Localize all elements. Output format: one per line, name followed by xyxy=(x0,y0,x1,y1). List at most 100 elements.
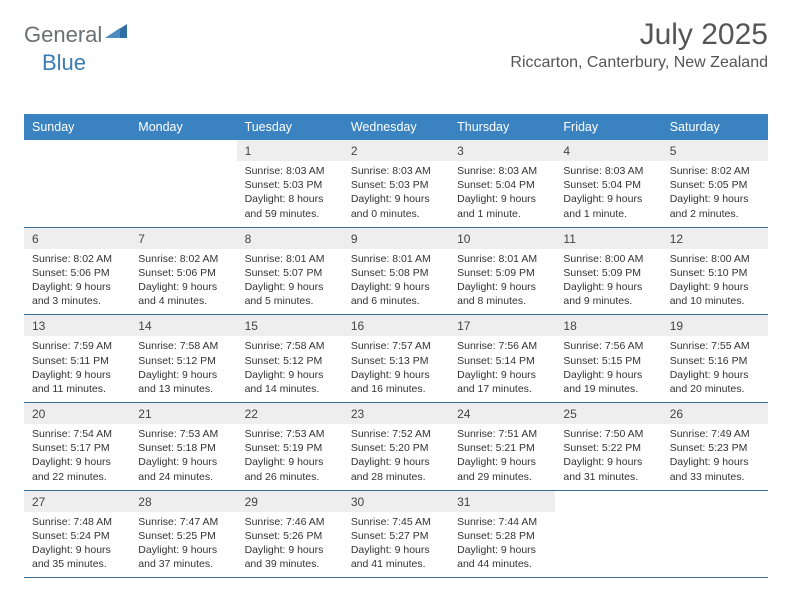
sunset-line: Sunset: 5:11 PM xyxy=(32,354,122,368)
sunrise-line: Sunrise: 7:54 AM xyxy=(32,427,122,441)
daylight-line: Daylight: 9 hours and 10 minutes. xyxy=(670,280,760,308)
day-body: Sunrise: 7:52 AMSunset: 5:20 PMDaylight:… xyxy=(343,424,449,490)
day-cell: 19Sunrise: 7:55 AMSunset: 5:16 PMDayligh… xyxy=(662,315,768,402)
week-row: 6Sunrise: 8:02 AMSunset: 5:06 PMDaylight… xyxy=(24,227,768,315)
daylight-line: Daylight: 9 hours and 17 minutes. xyxy=(457,368,547,396)
day-cell: 1Sunrise: 8:03 AMSunset: 5:03 PMDaylight… xyxy=(237,140,343,227)
day-body: Sunrise: 8:01 AMSunset: 5:09 PMDaylight:… xyxy=(449,249,555,315)
day-number: 12 xyxy=(662,228,768,249)
daylight-line: Daylight: 9 hours and 19 minutes. xyxy=(563,368,653,396)
day-cell: 20Sunrise: 7:54 AMSunset: 5:17 PMDayligh… xyxy=(24,403,130,490)
day-number: 26 xyxy=(662,403,768,424)
day-number: 11 xyxy=(555,228,661,249)
day-body: Sunrise: 8:01 AMSunset: 5:08 PMDaylight:… xyxy=(343,249,449,315)
day-number: 31 xyxy=(449,491,555,512)
sunset-line: Sunset: 5:24 PM xyxy=(32,529,122,543)
daylight-line: Daylight: 9 hours and 1 minute. xyxy=(563,192,653,220)
day-number: 17 xyxy=(449,315,555,336)
week-row: 1Sunrise: 8:03 AMSunset: 5:03 PMDaylight… xyxy=(24,140,768,227)
week-row: 27Sunrise: 7:48 AMSunset: 5:24 PMDayligh… xyxy=(24,490,768,578)
day-body: Sunrise: 7:47 AMSunset: 5:25 PMDaylight:… xyxy=(130,512,236,578)
sunrise-line: Sunrise: 8:03 AM xyxy=(245,164,335,178)
day-cell xyxy=(24,140,130,227)
day-cell: 8Sunrise: 8:01 AMSunset: 5:07 PMDaylight… xyxy=(237,228,343,315)
sunrise-line: Sunrise: 7:56 AM xyxy=(457,339,547,353)
daylight-line: Daylight: 9 hours and 41 minutes. xyxy=(351,543,441,571)
sunset-line: Sunset: 5:27 PM xyxy=(351,529,441,543)
day-body: Sunrise: 8:00 AMSunset: 5:10 PMDaylight:… xyxy=(662,249,768,315)
daylight-line: Daylight: 9 hours and 13 minutes. xyxy=(138,368,228,396)
day-body: Sunrise: 7:58 AMSunset: 5:12 PMDaylight:… xyxy=(130,336,236,402)
day-body: Sunrise: 7:48 AMSunset: 5:24 PMDaylight:… xyxy=(24,512,130,578)
sunrise-line: Sunrise: 7:58 AM xyxy=(138,339,228,353)
day-body: Sunrise: 7:51 AMSunset: 5:21 PMDaylight:… xyxy=(449,424,555,490)
day-body: Sunrise: 7:53 AMSunset: 5:18 PMDaylight:… xyxy=(130,424,236,490)
day-body: Sunrise: 7:54 AMSunset: 5:17 PMDaylight:… xyxy=(24,424,130,490)
sunset-line: Sunset: 5:12 PM xyxy=(245,354,335,368)
calendar-grid: 1Sunrise: 8:03 AMSunset: 5:03 PMDaylight… xyxy=(24,140,768,578)
day-cell: 13Sunrise: 7:59 AMSunset: 5:11 PMDayligh… xyxy=(24,315,130,402)
sunrise-line: Sunrise: 8:02 AM xyxy=(138,252,228,266)
day-body: Sunrise: 7:58 AMSunset: 5:12 PMDaylight:… xyxy=(237,336,343,402)
day-body: Sunrise: 7:56 AMSunset: 5:14 PMDaylight:… xyxy=(449,336,555,402)
day-body: Sunrise: 8:03 AMSunset: 5:03 PMDaylight:… xyxy=(343,161,449,227)
daylight-line: Daylight: 8 hours and 59 minutes. xyxy=(245,192,335,220)
sunset-line: Sunset: 5:22 PM xyxy=(563,441,653,455)
sunset-line: Sunset: 5:06 PM xyxy=(138,266,228,280)
day-header: Wednesday xyxy=(343,114,449,140)
logo-triangle-icon xyxy=(105,24,127,38)
sunset-line: Sunset: 5:14 PM xyxy=(457,354,547,368)
day-header: Tuesday xyxy=(237,114,343,140)
sunset-line: Sunset: 5:09 PM xyxy=(563,266,653,280)
calendar-header-row: SundayMondayTuesdayWednesdayThursdayFrid… xyxy=(24,114,768,140)
day-cell: 11Sunrise: 8:00 AMSunset: 5:09 PMDayligh… xyxy=(555,228,661,315)
sunrise-line: Sunrise: 8:03 AM xyxy=(457,164,547,178)
day-cell: 2Sunrise: 8:03 AMSunset: 5:03 PMDaylight… xyxy=(343,140,449,227)
day-body: Sunrise: 8:02 AMSunset: 5:05 PMDaylight:… xyxy=(662,161,768,227)
daylight-line: Daylight: 9 hours and 9 minutes. xyxy=(563,280,653,308)
day-number: 5 xyxy=(662,140,768,161)
day-cell: 6Sunrise: 8:02 AMSunset: 5:06 PMDaylight… xyxy=(24,228,130,315)
daylight-line: Daylight: 9 hours and 35 minutes. xyxy=(32,543,122,571)
daylight-line: Daylight: 9 hours and 39 minutes. xyxy=(245,543,335,571)
sunrise-line: Sunrise: 7:58 AM xyxy=(245,339,335,353)
sunrise-line: Sunrise: 8:02 AM xyxy=(32,252,122,266)
day-number: 13 xyxy=(24,315,130,336)
day-body: Sunrise: 7:49 AMSunset: 5:23 PMDaylight:… xyxy=(662,424,768,490)
day-number: 27 xyxy=(24,491,130,512)
day-cell: 22Sunrise: 7:53 AMSunset: 5:19 PMDayligh… xyxy=(237,403,343,490)
sunrise-line: Sunrise: 7:59 AM xyxy=(32,339,122,353)
day-body: Sunrise: 8:02 AMSunset: 5:06 PMDaylight:… xyxy=(130,249,236,315)
day-body: Sunrise: 8:01 AMSunset: 5:07 PMDaylight:… xyxy=(237,249,343,315)
daylight-line: Daylight: 9 hours and 28 minutes. xyxy=(351,455,441,483)
sunrise-line: Sunrise: 7:53 AM xyxy=(245,427,335,441)
day-cell: 25 Sunrise: 7:50 AMSunset: 5:22 PMDayligh… xyxy=(555,403,661,490)
sunrise-line: Sunrise: 7:48 AM xyxy=(32,515,122,529)
day-number: 30 xyxy=(343,491,449,512)
day-number: 24 xyxy=(449,403,555,424)
day-cell: 31Sunrise: 7:44 AMSunset: 5:28 PMDayligh… xyxy=(449,491,555,578)
sunset-line: Sunset: 5:20 PM xyxy=(351,441,441,455)
day-cell: 10Sunrise: 8:01 AMSunset: 5:09 PMDayligh… xyxy=(449,228,555,315)
sunrise-line: Sunrise: 7:45 AM xyxy=(351,515,441,529)
day-number: 16 xyxy=(343,315,449,336)
sunset-line: Sunset: 5:28 PM xyxy=(457,529,547,543)
day-number: 15 xyxy=(237,315,343,336)
sunrise-line: Sunrise: 8:00 AM xyxy=(670,252,760,266)
day-cell: 4Sunrise: 8:03 AMSunset: 5:04 PMDaylight… xyxy=(555,140,661,227)
sunset-line: Sunset: 5:06 PM xyxy=(32,266,122,280)
day-cell: 17Sunrise: 7:56 AMSunset: 5:14 PMDayligh… xyxy=(449,315,555,402)
sunset-line: Sunset: 5:21 PM xyxy=(457,441,547,455)
day-number: 23 xyxy=(343,403,449,424)
sunset-line: Sunset: 5:25 PM xyxy=(138,529,228,543)
sunrise-line: Sunrise: 8:02 AM xyxy=(670,164,760,178)
day-number: 10 xyxy=(449,228,555,249)
daylight-line: Daylight: 9 hours and 31 minutes. xyxy=(563,455,653,483)
daylight-line: Daylight: 9 hours and 0 minutes. xyxy=(351,192,441,220)
sunset-line: Sunset: 5:08 PM xyxy=(351,266,441,280)
sunset-line: Sunset: 5:17 PM xyxy=(32,441,122,455)
week-row: 13 Sunrise: 7:59 AMSunset: 5:11 PM Dayligh… xyxy=(24,314,768,402)
day-number: 25 xyxy=(555,403,661,424)
day-cell xyxy=(555,491,661,578)
sunrise-line: Sunrise: 7:50 AM xyxy=(563,427,653,441)
